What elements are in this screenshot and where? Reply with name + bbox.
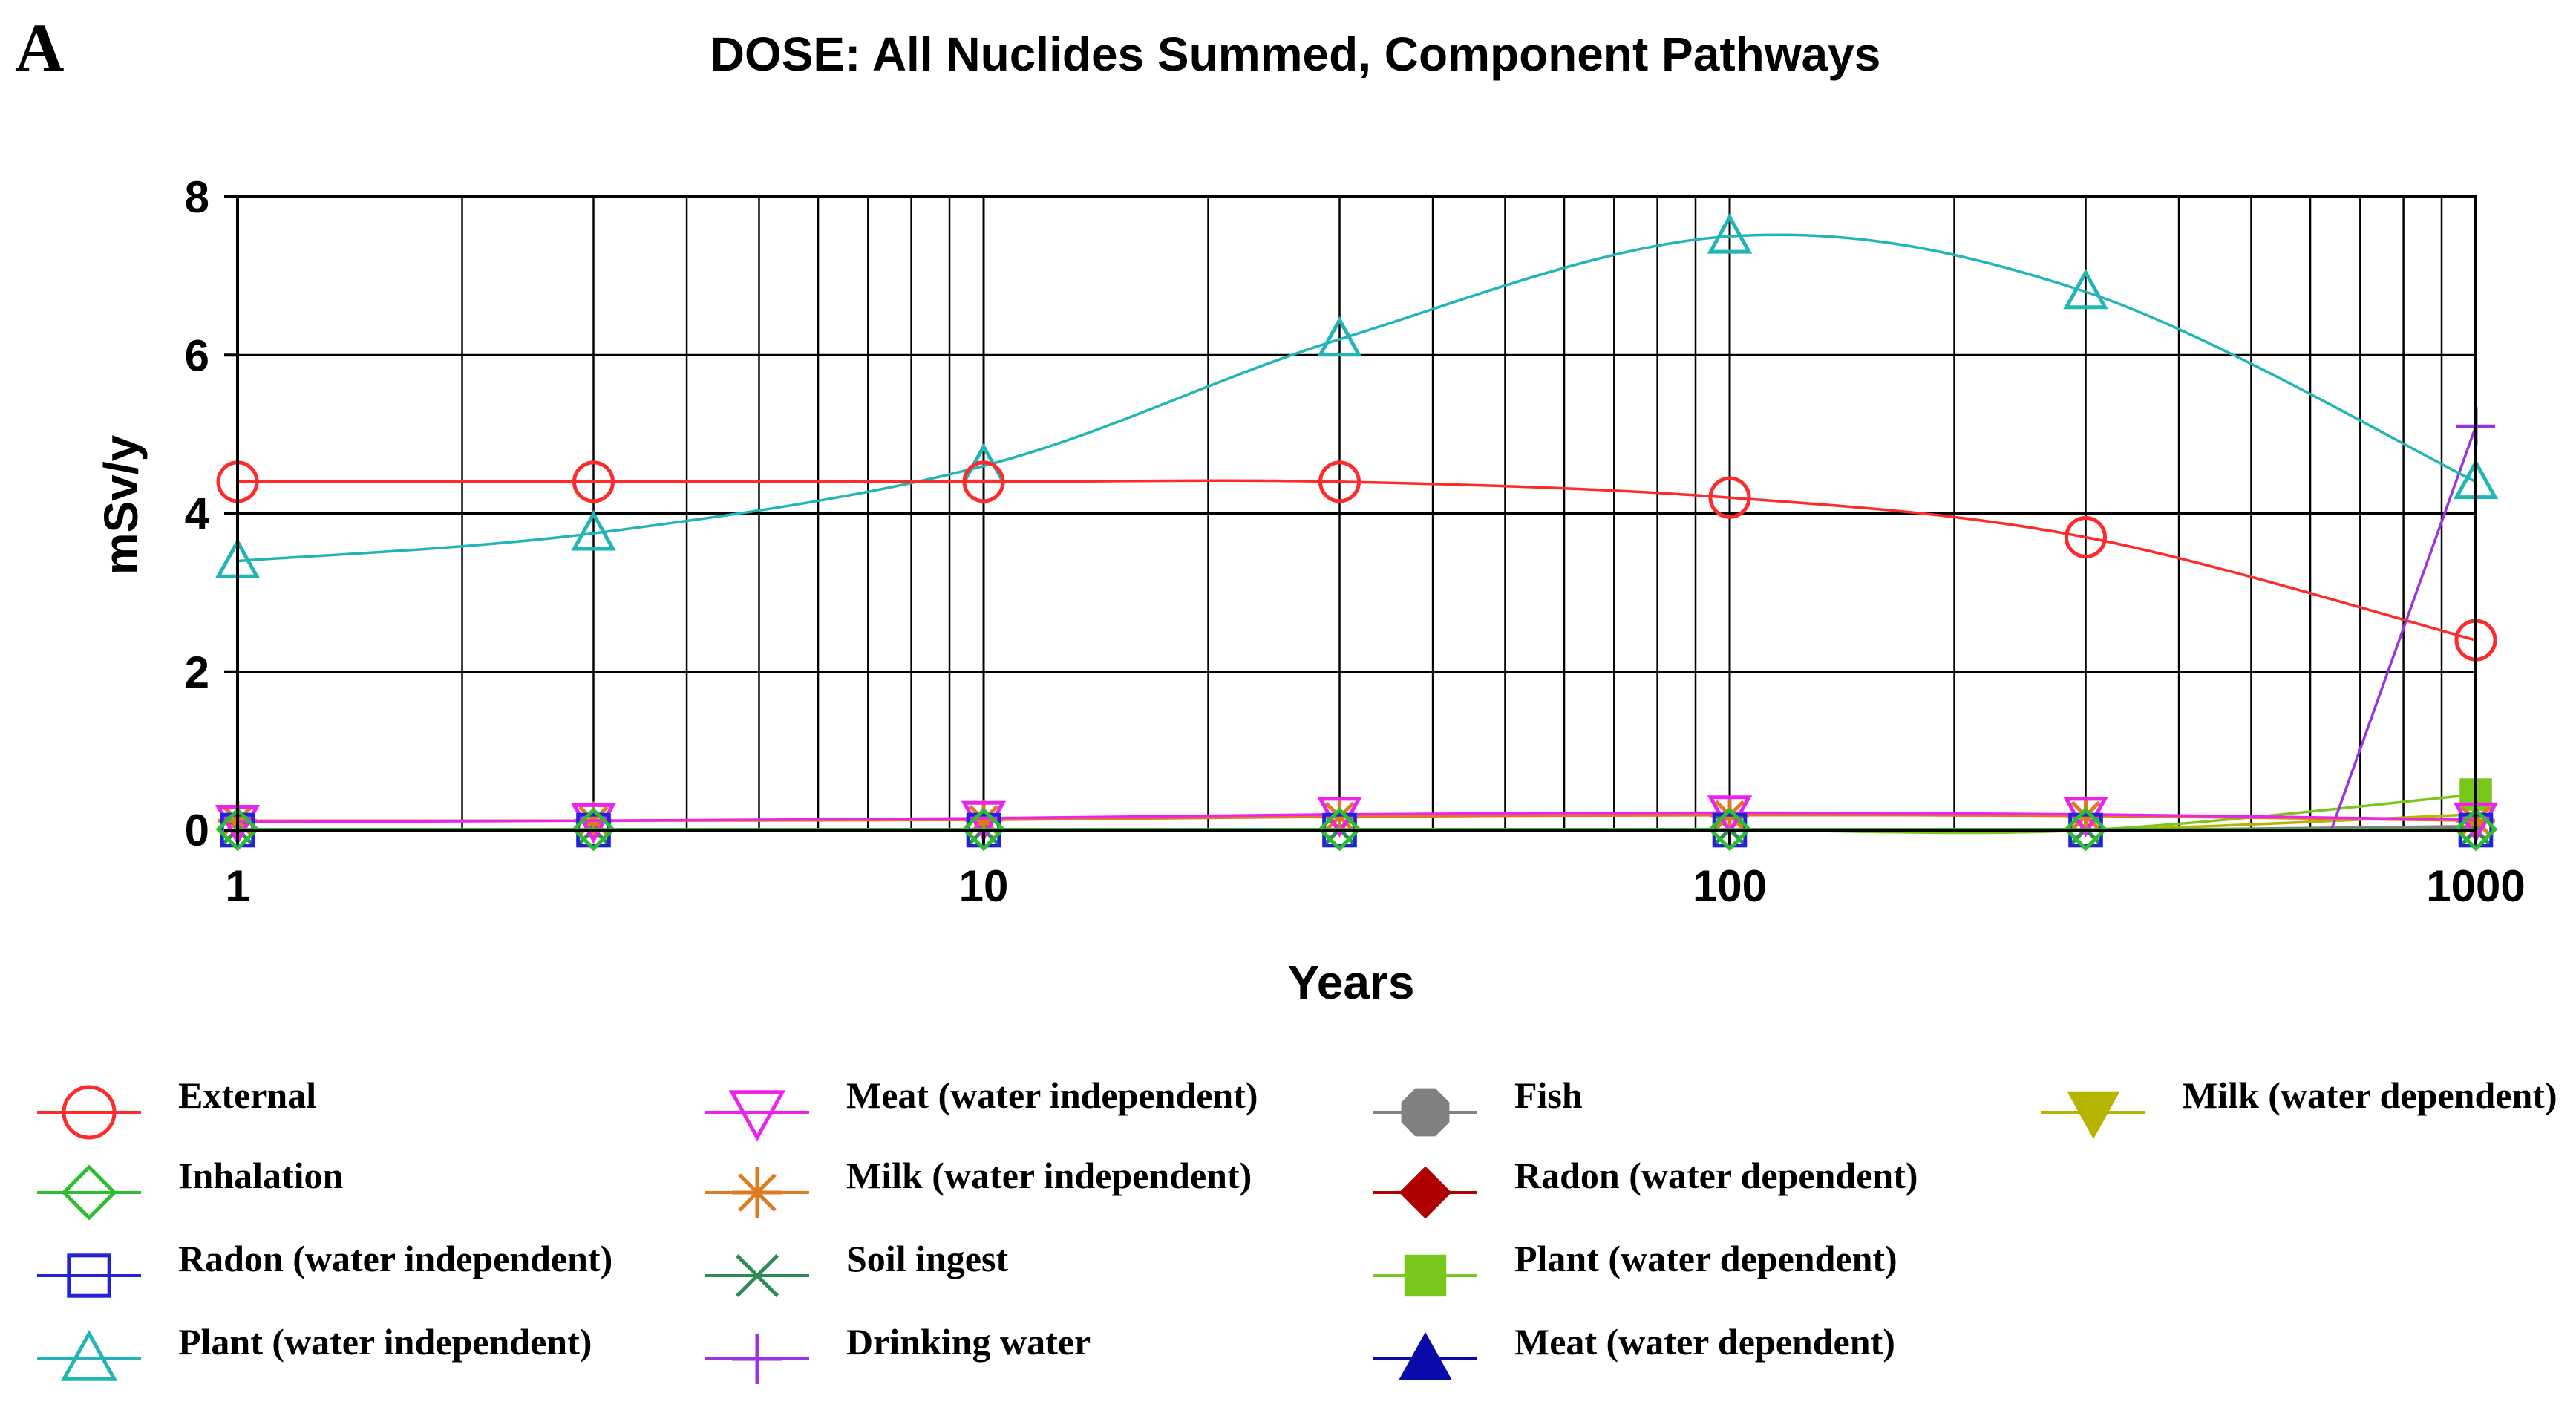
x-axis-label: Years: [1288, 956, 1415, 1009]
x-tick-label: 10: [959, 861, 1009, 911]
data-point: [2454, 807, 2498, 852]
chart-title: DOSE: All Nuclides Summed, Component Pat…: [710, 27, 1881, 81]
data-point: [571, 510, 616, 551]
legend-label: Milk (water dependent): [2183, 1074, 2557, 1116]
series-line: [238, 479, 2477, 642]
data-point: [571, 807, 616, 852]
data-point: [961, 807, 1006, 852]
legend-item: Milk (water dependent): [2041, 1074, 2557, 1140]
data-point: [1317, 807, 1362, 852]
legend-item: Radon (water independent): [37, 1238, 612, 1298]
legend-item: Plant (water independent): [37, 1321, 592, 1381]
legend-marker: [1399, 1331, 1452, 1380]
data-point: [2063, 807, 2108, 852]
x-tick-label: 1000: [2426, 861, 2525, 911]
series-external: [216, 460, 2497, 662]
legend-label: Radon (water independent): [178, 1238, 612, 1279]
legend-item: Radon (water dependent): [1373, 1155, 1918, 1219]
legend-label: Radon (water dependent): [1514, 1155, 1918, 1196]
data-point: [1707, 807, 1752, 852]
legend-label: Plant (water dependent): [1514, 1238, 1897, 1279]
y-axis-label: mSv/y: [94, 434, 148, 575]
legend-item: Plant (water dependent): [1373, 1238, 1897, 1297]
data-point: [962, 460, 1005, 503]
legend-item: Milk (water independent): [705, 1155, 1252, 1218]
legend-label: Inhalation: [178, 1155, 344, 1196]
y-tick-label: 4: [185, 489, 210, 539]
y-tick-label: 0: [185, 806, 209, 855]
legend-item: Meat (water independent): [705, 1074, 1258, 1142]
data-point: [1708, 476, 1751, 519]
series-plant-water-independent: [215, 213, 2499, 578]
legend-marker: [1404, 1254, 1447, 1297]
legend-marker: [67, 1253, 111, 1298]
legend-label: Meat (water dependent): [1514, 1321, 1895, 1363]
legend-label: Plant (water independent): [178, 1321, 592, 1363]
legend-marker: [728, 1090, 786, 1142]
legend-marker: [736, 1254, 779, 1297]
y-tick-label: 2: [185, 647, 209, 697]
x-tick-label: 1: [225, 861, 249, 911]
data-point: [1707, 213, 1753, 254]
data-point: [2063, 268, 2108, 310]
legend-marker: [732, 1167, 782, 1218]
legend-label: Milk (water independent): [846, 1155, 1252, 1196]
data-point: [1317, 316, 1362, 357]
data-point: [571, 803, 616, 844]
data-point: [572, 460, 615, 503]
legend-label: Soil ingest: [846, 1238, 1008, 1279]
legend-label: External: [178, 1074, 316, 1116]
axes: 0 2 4 6 8 1 10 100 1000: [185, 172, 2526, 911]
grid: [236, 195, 2477, 832]
y-tick-label: 8: [185, 172, 209, 222]
legend-label: Meat (water independent): [846, 1074, 1258, 1116]
data-point: [2065, 515, 2108, 558]
legend-marker: [2067, 1091, 2120, 1140]
data-point: [215, 807, 260, 852]
legend-marker: [61, 1164, 117, 1221]
legend: External Inhalation Radon (water independe…: [37, 1074, 2557, 1384]
x-tick-label: 100: [1693, 861, 1767, 911]
legend-item: Soil ingest: [705, 1238, 1008, 1297]
legend-marker: [62, 1085, 117, 1140]
series-line: [237, 233, 2477, 563]
legend-label: Drinking water: [846, 1321, 1091, 1363]
legend-marker: [732, 1334, 782, 1384]
data-point: [1318, 460, 1361, 503]
y-tick-label: 6: [185, 330, 209, 380]
legend-item: Drinking water: [705, 1321, 1091, 1384]
panel-label: A: [15, 10, 64, 85]
legend-marker: [1399, 1166, 1452, 1219]
legend-item: Meat (water dependent): [1373, 1321, 1895, 1380]
legend-marker: [60, 1329, 118, 1381]
series-layer: [215, 213, 2499, 852]
legend-item: External: [37, 1074, 316, 1140]
legend-item: Inhalation: [37, 1155, 344, 1221]
legend-item: Fish: [1373, 1074, 1583, 1137]
legend-marker: [1401, 1088, 1450, 1137]
legend-label: Fish: [1514, 1074, 1583, 1116]
